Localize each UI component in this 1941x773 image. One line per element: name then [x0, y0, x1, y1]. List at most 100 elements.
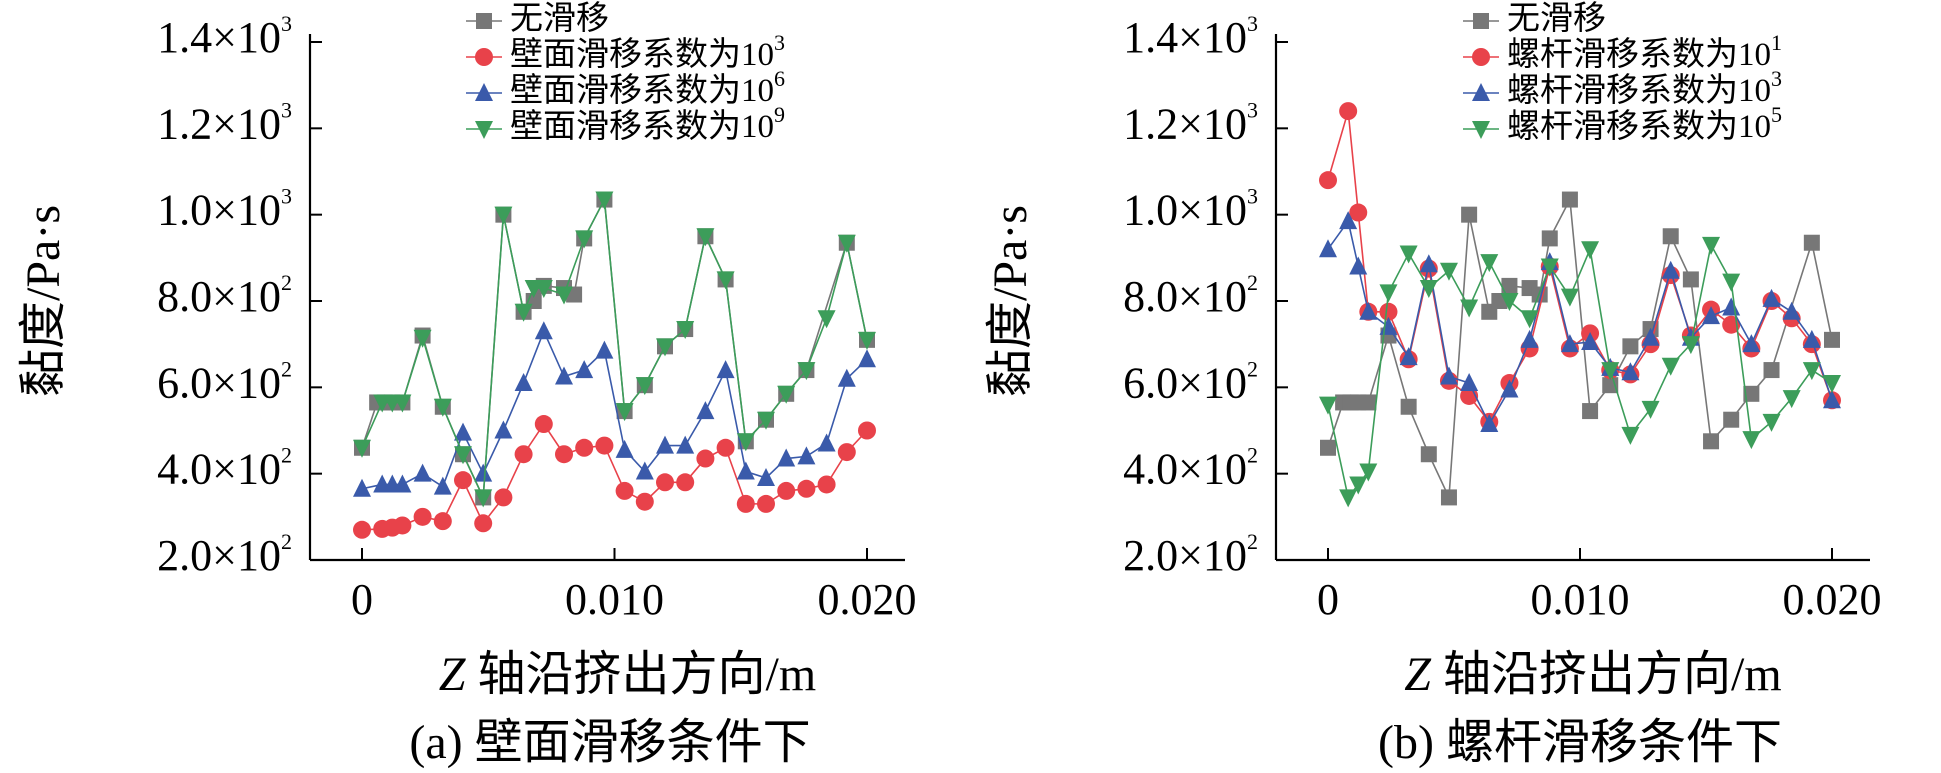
data-point	[1823, 390, 1841, 409]
data-point	[575, 438, 594, 457]
data-point	[413, 507, 432, 526]
data-point	[1561, 191, 1578, 208]
legend-label: 螺杆滑移系数为101	[1507, 30, 1782, 73]
data-point	[656, 473, 674, 492]
data-point	[474, 514, 493, 533]
series-0	[354, 191, 875, 506]
data-point	[1360, 394, 1377, 411]
legend-label: 壁面滑移系数为103	[510, 30, 785, 73]
data-point	[1320, 439, 1336, 456]
data-point	[1823, 375, 1841, 394]
data-point	[1460, 373, 1479, 392]
legend-marker	[1472, 121, 1490, 139]
legend-marker	[475, 83, 493, 101]
data-point	[1661, 357, 1680, 376]
data-point	[413, 329, 432, 348]
data-point	[1682, 271, 1699, 288]
panel-caption: (b) 螺杆滑移条件下	[1378, 716, 1782, 769]
x-tick-label: 0.020	[1783, 575, 1882, 624]
data-point	[1723, 411, 1740, 428]
data-point	[1359, 301, 1378, 320]
y-tick-label: 1.0×103	[157, 184, 292, 235]
data-point	[635, 492, 654, 511]
legend-label: 无滑移	[1507, 0, 1606, 37]
data-point	[474, 463, 493, 482]
data-point	[1419, 280, 1438, 299]
x-tick-label: 0	[1317, 575, 1339, 624]
data-point	[676, 435, 695, 454]
data-point	[1722, 297, 1741, 316]
data-point	[1662, 228, 1679, 245]
legend-entry: 壁面滑移系数为106	[466, 66, 785, 109]
data-point	[1601, 362, 1620, 381]
data-point	[1319, 239, 1337, 258]
data-point	[494, 206, 513, 225]
data-point	[1520, 329, 1539, 348]
data-point	[635, 461, 654, 480]
data-point	[615, 439, 634, 458]
chart-panel-b: 2.0×102 4.0×102 6.0×102 8.0×102 1.0×103 1.2×1…	[984, 0, 1881, 769]
data-point	[1681, 336, 1700, 355]
data-point	[1500, 379, 1519, 398]
data-point	[1824, 331, 1840, 348]
series-0	[1320, 191, 1840, 506]
data-point	[1500, 293, 1519, 311]
data-point	[777, 448, 796, 467]
data-point	[858, 349, 876, 368]
data-point	[454, 471, 472, 490]
data-point	[1399, 245, 1418, 264]
data-point	[454, 422, 472, 441]
data-point	[777, 385, 796, 404]
data-point	[1803, 234, 1820, 251]
y-tick-label: 6.0×102	[1123, 356, 1258, 407]
data-point	[393, 516, 412, 535]
legend-marker	[476, 13, 492, 29]
y-tick-label: 4.0×102	[157, 443, 292, 494]
data-point	[1339, 102, 1358, 121]
data-point	[1782, 390, 1801, 409]
data-point	[1399, 347, 1418, 366]
data-point	[514, 303, 533, 322]
data-point	[1461, 206, 1478, 223]
data-point	[1480, 254, 1499, 273]
data-point	[1702, 306, 1721, 325]
data-point	[1702, 236, 1721, 255]
data-point	[1439, 262, 1458, 281]
data-point	[1520, 310, 1539, 329]
data-point	[615, 481, 634, 500]
data-point	[1743, 385, 1760, 402]
data-point	[353, 520, 371, 539]
data-point	[1349, 256, 1368, 275]
series-line	[361, 196, 868, 501]
series-1	[353, 415, 876, 539]
data-point	[1722, 273, 1741, 292]
legend-entry: 螺杆滑移系数为105	[1463, 102, 1782, 145]
data-point	[656, 435, 674, 454]
x-axis-label: Z 轴沿挤出方向/m	[1404, 648, 1781, 701]
y-tick-label: 2.0×102	[157, 529, 292, 580]
data-point	[797, 362, 816, 381]
x-tick-label: 0.010	[565, 575, 664, 624]
legend-marker	[475, 48, 493, 66]
legend-entry: 无滑移	[1463, 0, 1606, 37]
data-point	[1440, 489, 1457, 506]
data-point	[1420, 446, 1437, 463]
legend-entry: 无滑移	[466, 0, 609, 37]
data-point	[413, 463, 432, 482]
legend-marker	[475, 121, 493, 139]
data-point	[595, 436, 614, 455]
data-point	[393, 474, 412, 493]
data-point	[494, 420, 513, 439]
data-point	[1762, 288, 1781, 307]
data-point	[797, 446, 816, 465]
data-point	[1661, 260, 1680, 279]
data-point	[676, 321, 695, 340]
data-point	[716, 438, 735, 457]
data-point	[817, 475, 836, 494]
legend-label: 壁面滑移系数为106	[510, 66, 785, 109]
data-point	[1359, 463, 1378, 482]
data-point	[1763, 362, 1780, 379]
data-point	[1802, 362, 1821, 381]
data-point	[716, 360, 735, 379]
data-point	[1782, 301, 1801, 320]
